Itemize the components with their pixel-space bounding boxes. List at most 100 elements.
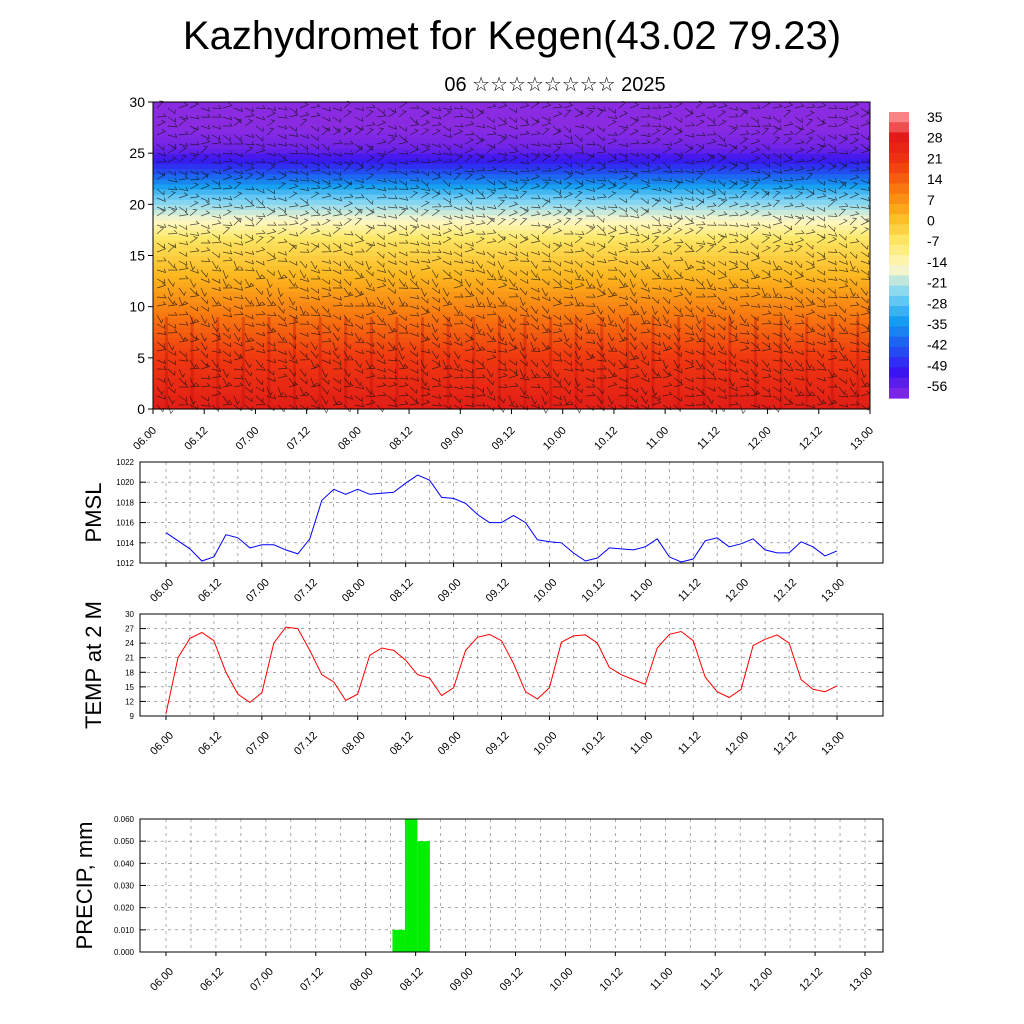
wind-barb [607, 179, 616, 187]
wind-barb [585, 392, 596, 397]
wind-barb [662, 345, 673, 352]
wind-barb [211, 196, 222, 202]
wind-barb [695, 350, 705, 356]
wind-barb [189, 318, 200, 325]
wind-barb [728, 296, 738, 301]
wind-barb [541, 176, 552, 181]
wind-barb [596, 322, 607, 327]
wind-barb [222, 209, 232, 217]
wind-barb [244, 377, 252, 387]
wind-barb [739, 330, 750, 335]
wind-barb [354, 291, 365, 298]
wind-barb [739, 260, 748, 267]
wind-barb [838, 294, 849, 299]
wind-barb [640, 359, 649, 366]
wind-barb [816, 187, 827, 193]
wind-barb [288, 183, 299, 190]
wind-barb [618, 229, 629, 235]
colorbar-label: -7 [927, 233, 940, 249]
wind-barb [398, 382, 409, 388]
wind-barb [684, 178, 695, 184]
wind-barb [695, 337, 706, 343]
wind-barb [596, 332, 603, 343]
wind-barb [310, 206, 319, 214]
y-tick-label: 10 [129, 299, 145, 315]
wind-barb [310, 211, 321, 217]
wind-barb [420, 249, 431, 254]
wind-barb [498, 302, 508, 307]
wind-barb [420, 399, 431, 406]
wind-barb [618, 301, 629, 307]
wind-barb [453, 129, 464, 136]
wind-barb [453, 359, 461, 369]
wind-barb [453, 224, 462, 232]
wind-barb [464, 402, 475, 407]
wind-barb [497, 395, 506, 404]
wind-barb [222, 202, 233, 208]
wind-barb [387, 296, 395, 306]
wind-barb [200, 314, 208, 324]
wind-barb [464, 393, 475, 398]
precip-bar [404, 819, 418, 952]
wind-barb [629, 231, 640, 237]
wind-barb [475, 154, 484, 163]
wind-barb [343, 356, 354, 361]
wind-barb [574, 183, 584, 190]
wind-barb [310, 305, 319, 314]
precip-ylabel: PRECIP, mm [72, 822, 97, 950]
wind-barb [552, 209, 562, 217]
wind-barb [750, 104, 761, 109]
wind-barb [574, 395, 583, 404]
wind-barb [431, 157, 442, 163]
wind-barb [772, 287, 779, 298]
x-tick-label: 10.12 [580, 730, 608, 758]
colorbar-label: 7 [927, 192, 935, 208]
wind-barb [222, 196, 233, 201]
wind-barb [431, 350, 439, 360]
wind-barb [486, 348, 497, 354]
wind-barb [706, 178, 717, 184]
x-tick-label: 12.00 [746, 425, 774, 453]
x-tick-label: 09.00 [448, 966, 476, 994]
wind-barb [640, 377, 650, 383]
wind-barb [343, 314, 351, 324]
wind-barb [420, 359, 427, 370]
wind-barb [288, 202, 299, 208]
wind-barb [827, 164, 837, 172]
wind-barb [629, 373, 640, 379]
wind-barb [288, 305, 298, 312]
wind-barb [827, 188, 837, 194]
wind-barb [376, 332, 385, 339]
wind-barb [563, 260, 574, 265]
wind-barb [794, 376, 805, 381]
wind-barb [761, 127, 770, 136]
wind-barb [255, 310, 266, 316]
wind-barb [200, 382, 211, 388]
wind-barb [442, 228, 453, 235]
wind-barb [860, 251, 870, 258]
wind-barb [673, 323, 681, 333]
wind-barb [497, 366, 508, 372]
wind-barb [805, 264, 816, 271]
wind-barb [409, 368, 419, 374]
wind-barb [640, 183, 651, 190]
wind-barb [651, 305, 658, 316]
wind-barb [354, 260, 364, 266]
wind-barb [288, 177, 299, 182]
wind-barb [442, 383, 453, 388]
wind-barb [684, 363, 695, 370]
colorbar-label: 35 [927, 109, 943, 125]
wind-barb [354, 269, 363, 278]
wind-barb [695, 305, 704, 313]
wind-barb [828, 383, 838, 388]
wind-barb [530, 222, 541, 227]
x-tick-label: 06.12 [196, 730, 224, 758]
wind-barb [497, 167, 508, 172]
wind-barb [266, 302, 277, 307]
wind-barb [530, 119, 540, 127]
wind-barb [376, 154, 385, 163]
wind-barb [167, 107, 176, 115]
wind-barb [541, 120, 552, 127]
colorbar-cell [889, 367, 909, 379]
